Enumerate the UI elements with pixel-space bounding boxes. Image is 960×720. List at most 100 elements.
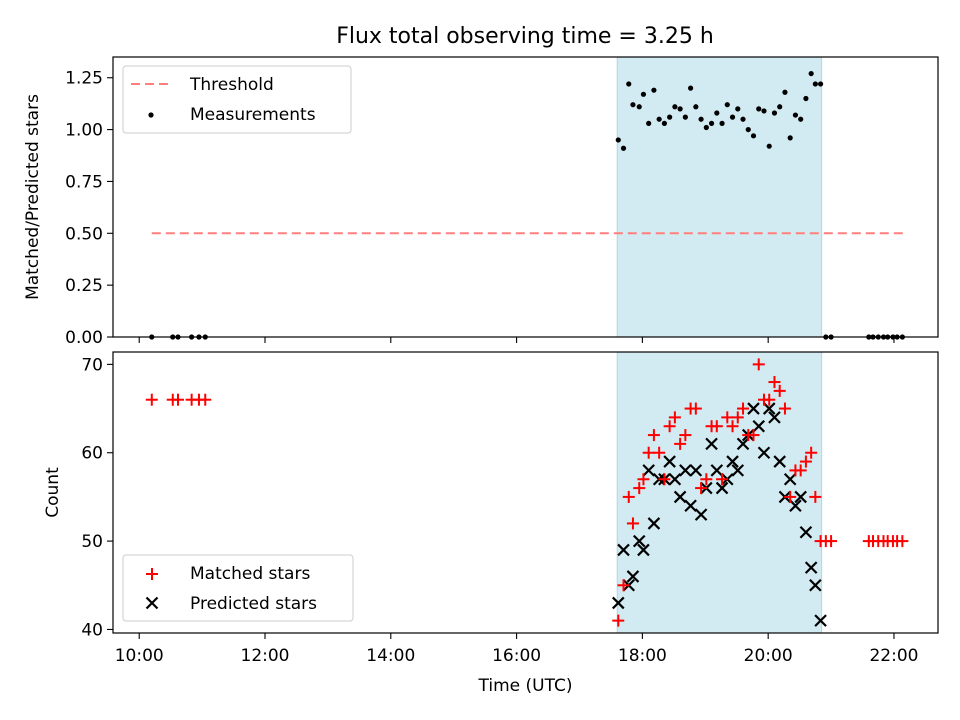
y-tick-label: 60 (81, 444, 103, 464)
matched-star-point (199, 393, 212, 406)
predicted-star-point (611, 596, 625, 610)
plot-frame-bottom (112, 351, 939, 634)
legend-bottom-box (122, 554, 354, 622)
measurement-point (656, 116, 662, 122)
measurement-point (688, 85, 694, 91)
predicted-star-point (804, 561, 818, 574)
measurement-point (677, 106, 683, 112)
matched-star-point (747, 429, 760, 442)
predicted-star-point (783, 472, 797, 486)
matched-star-point (668, 411, 681, 424)
observing-window-shade-bottom (616, 351, 823, 634)
matched-star-point (647, 429, 660, 442)
y-tick-label: 50 (81, 532, 103, 552)
y-tick-label: 40 (81, 620, 103, 640)
predicted-star-point (731, 464, 745, 477)
predicted-star-point (673, 490, 687, 504)
matched-star-point (710, 420, 723, 433)
matched-star-point (768, 376, 781, 389)
legend-top-box (122, 65, 352, 134)
measurement-point (817, 81, 824, 87)
matched-star-point (642, 446, 655, 459)
chart-title: Flux total observing time = 3.25 h (336, 24, 714, 49)
x-axis-label: Time (UTC) (478, 676, 573, 696)
predicted-star-point (689, 464, 703, 477)
legend-predicted-marker (145, 596, 159, 610)
measurement-point (803, 95, 809, 102)
predicted-star-point (632, 534, 646, 548)
y-axis-label-count: Count (43, 467, 63, 518)
measurement-point (750, 133, 757, 139)
measurement-point (651, 87, 657, 93)
x-tick-label: 12:00 (241, 646, 290, 666)
measurement-point (729, 114, 736, 120)
x-tick-label: 20:00 (744, 646, 793, 666)
y-tick-label: 0.75 (65, 172, 103, 192)
predicted-star-point (773, 455, 786, 468)
predicted-star-point (747, 402, 760, 415)
panel-ratio: 0.00 0.25 0.50 0.75 1.00 1.25 Matched/Predict… (23, 56, 939, 348)
matched-star-point (805, 446, 818, 459)
predicted-star-point (768, 411, 781, 424)
predicted-star-point (736, 437, 750, 451)
predicted-star-point (726, 455, 739, 468)
measurement-point (667, 114, 673, 120)
legend-measurements-marker (148, 112, 154, 118)
measurement-point (740, 116, 746, 122)
y-tick-label: 0.50 (65, 224, 103, 244)
measurement-point (766, 143, 772, 149)
predicted-star-point (794, 490, 807, 504)
matched-star-point (653, 446, 666, 459)
predicted-star-point (715, 481, 729, 495)
matched-star-point (637, 473, 650, 486)
matched-star-point (695, 482, 708, 495)
matched-star-point (689, 402, 702, 415)
y-tick-label: 70 (81, 355, 103, 375)
matched-star-point (737, 402, 750, 415)
measurement-point (761, 108, 767, 114)
measurement-point (630, 102, 636, 108)
measurement-point (771, 110, 778, 116)
matched-star-point (773, 384, 786, 397)
plot-frame-top (112, 56, 939, 338)
matched-star-point (612, 614, 625, 627)
y-tick-label: 0.25 (65, 276, 103, 296)
predicted-star-point (757, 446, 771, 460)
measurement-point (735, 106, 741, 112)
measurement-point (672, 104, 678, 110)
predicted-star-point (694, 508, 708, 521)
measurement-point (626, 81, 632, 87)
legend-predicted-label: Predicted stars (190, 594, 317, 614)
measurement-point (787, 135, 793, 141)
matched-star-point (752, 358, 765, 371)
matched-star-point (784, 490, 797, 503)
predicted-star-point (789, 499, 802, 513)
predicted-star-point (705, 437, 718, 451)
legend-measurements-label: Measurements (190, 105, 316, 125)
measurement-point (693, 104, 699, 110)
matched-star-point (763, 393, 776, 406)
y-tick-label: 1.25 (65, 69, 103, 89)
matched-star-point (626, 517, 639, 530)
y-axis-label-ratio: Matched/Predicted stars (23, 94, 43, 300)
measurement-point (708, 120, 715, 126)
predicted-star-point (679, 464, 692, 477)
measurement-point (640, 91, 647, 97)
matched-star-point (721, 411, 734, 424)
matched-star-point (622, 490, 635, 503)
matched-star-point (794, 464, 807, 477)
measurement-point (808, 70, 814, 77)
predicted-star-point (617, 543, 630, 557)
measurement-point (703, 124, 709, 131)
matched-star-point (171, 393, 184, 406)
matched-star-point (716, 473, 729, 486)
legend-threshold-label: Threshold (189, 75, 274, 95)
y-tick-label: 0.00 (65, 328, 103, 348)
predicted-star-point (814, 614, 827, 627)
predicted-star-point (626, 570, 640, 583)
predicted-star-point (647, 517, 661, 530)
x-tick-label: 10:00 (115, 646, 164, 666)
x-tick-label: 14:00 (366, 646, 415, 666)
measurement-point (792, 112, 799, 118)
